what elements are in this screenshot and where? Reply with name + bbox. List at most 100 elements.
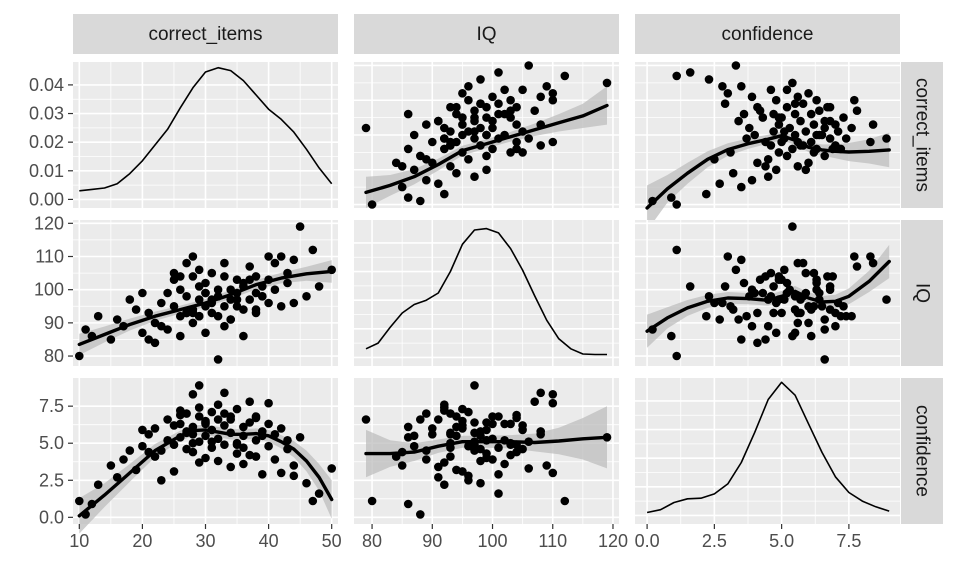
panel-correct-items-vs-correct-items: [73, 62, 338, 208]
strip-right-iq: IQ: [901, 220, 943, 366]
data-point: [790, 109, 800, 119]
data-point: [409, 165, 419, 175]
data-point: [213, 415, 223, 424]
data-point: [207, 308, 217, 318]
data-point: [780, 127, 789, 136]
data-point: [820, 151, 829, 161]
data-point: [397, 182, 407, 192]
y-tick-label: 0.04: [29, 75, 64, 95]
data-point: [289, 461, 299, 470]
panel-confidence-vs-confidence: [635, 378, 900, 524]
data-point: [194, 311, 204, 321]
x-tick-label: 50: [322, 531, 342, 551]
data-point: [866, 137, 875, 147]
data-point: [194, 265, 204, 275]
data-point: [720, 282, 730, 291]
data-point: [782, 85, 792, 95]
data-point: [403, 422, 413, 432]
smooth-line: [77, 428, 334, 518]
data-point: [220, 409, 229, 418]
data-point: [194, 403, 204, 412]
data-point: [494, 470, 503, 479]
x-tick-label: 5.0: [769, 531, 794, 551]
data-point: [796, 116, 805, 126]
data-point: [488, 144, 497, 154]
data-point: [548, 398, 558, 408]
data-point: [458, 89, 467, 98]
data-point: [820, 355, 829, 364]
data-point: [782, 278, 792, 288]
data-point: [518, 444, 527, 454]
data-point: [825, 134, 835, 143]
data-point: [793, 258, 803, 268]
strip-label: confidence: [912, 405, 933, 497]
data-point: [264, 398, 273, 408]
data-point: [470, 134, 479, 143]
data-point: [440, 123, 449, 133]
data-point: [188, 318, 198, 328]
data-point: [761, 335, 770, 344]
data-point: [157, 476, 166, 485]
data-point: [163, 288, 172, 298]
data-point: [548, 137, 558, 147]
data-point: [409, 441, 419, 451]
data-point: [488, 92, 497, 102]
data-point: [518, 85, 527, 95]
data-point: [416, 510, 425, 519]
data-point: [397, 461, 407, 470]
data-point: [422, 409, 431, 418]
data-point: [804, 89, 813, 98]
data-point: [106, 461, 116, 470]
data-point: [213, 355, 223, 364]
data-point: [761, 162, 770, 171]
data-point: [806, 109, 816, 119]
data-point: [220, 421, 229, 430]
data-point: [747, 321, 757, 331]
data-point: [188, 390, 198, 399]
data-point: [169, 421, 179, 430]
data-point: [106, 335, 116, 344]
data-point: [812, 95, 821, 105]
data-point: [882, 295, 891, 304]
data-point: [270, 285, 280, 295]
data-point: [753, 308, 762, 318]
data-point: [251, 436, 261, 445]
data-point: [777, 137, 786, 147]
data-point: [289, 471, 299, 481]
data-point: [150, 424, 160, 433]
data-point: [782, 102, 792, 112]
data-point: [232, 275, 242, 285]
density-curve-iq: [365, 227, 607, 356]
data-point: [494, 68, 503, 77]
data-point: [850, 95, 859, 105]
data-point: [232, 295, 242, 304]
smooth-line: [645, 259, 891, 333]
data-point: [264, 419, 273, 429]
data-point: [731, 265, 741, 275]
data-point: [176, 285, 185, 295]
strip-background: [901, 378, 943, 524]
y-axis-row-1: 0.00 0.01 0.02 0.03 0.04: [29, 75, 73, 209]
data-point: [850, 252, 859, 261]
data-point: [289, 255, 299, 265]
data-point: [276, 468, 286, 478]
data-point: [512, 410, 521, 420]
data-point: [464, 155, 473, 164]
data-point: [470, 381, 479, 390]
panel-iq-vs-confidence: [635, 220, 900, 366]
x-tick-label: 100: [477, 531, 507, 551]
data-point: [440, 480, 449, 490]
data-point: [506, 419, 515, 429]
data-point: [220, 272, 229, 281]
data-point: [737, 255, 746, 265]
data-point: [251, 272, 261, 281]
data-point: [548, 390, 558, 399]
data-point: [440, 189, 449, 199]
data-point: [815, 288, 824, 298]
data-point: [774, 148, 784, 157]
data-point: [524, 61, 533, 70]
data-point: [276, 424, 286, 433]
data-point: [763, 321, 773, 331]
data-point: [194, 381, 204, 390]
data-point: [482, 425, 491, 435]
